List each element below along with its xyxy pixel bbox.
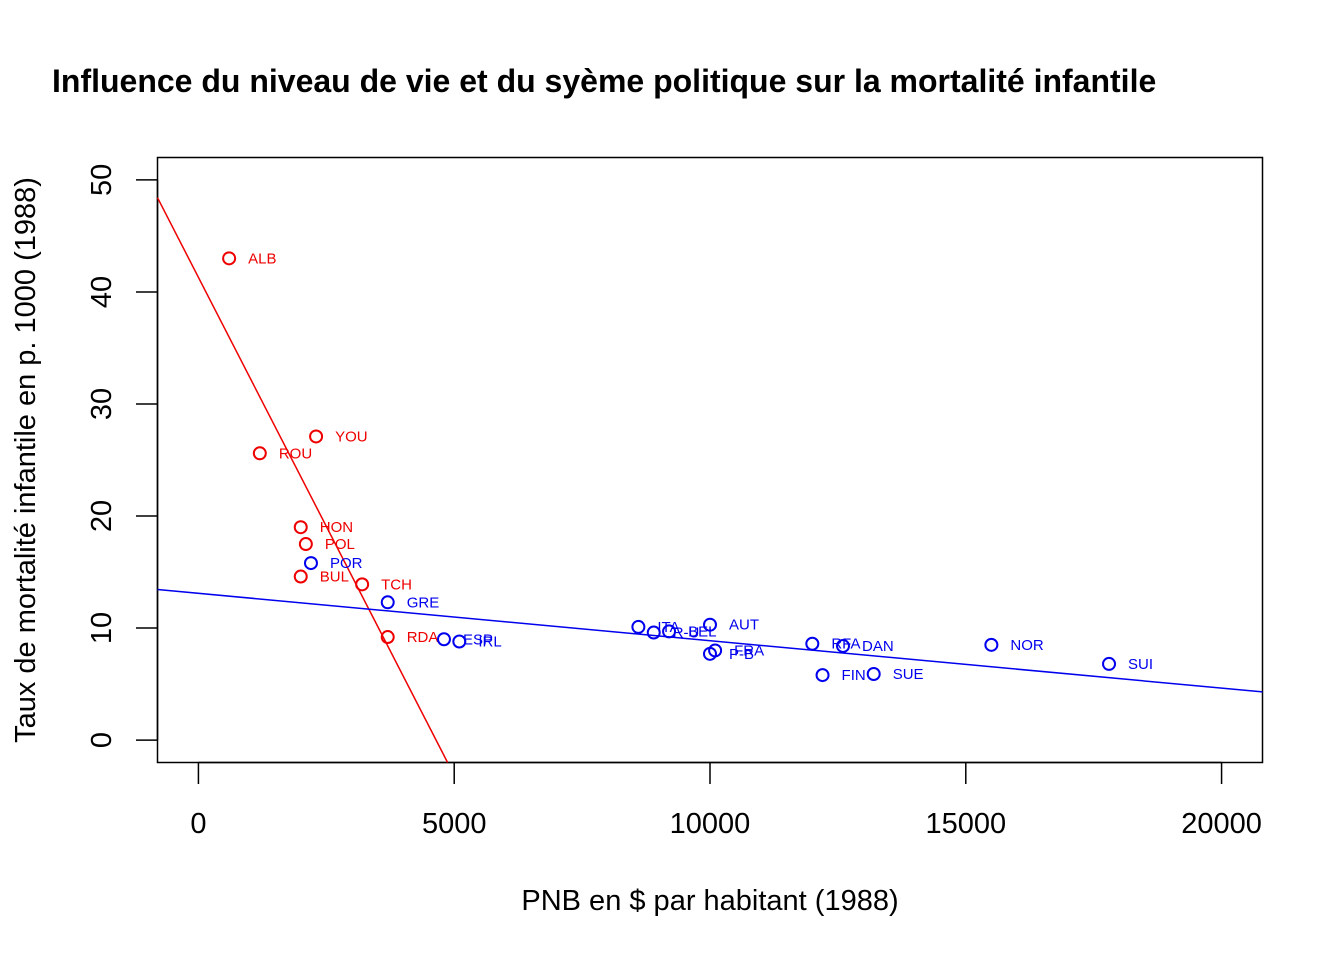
plot-frame: [156, 156, 1264, 764]
data-point: [252, 446, 267, 461]
axis-ticks: 0 5000 10000 15000 20000 0 10 20 30 40 50: [86, 164, 1262, 840]
point-label: FRA: [734, 642, 764, 659]
point-label: IRL: [478, 634, 501, 651]
data-point: [703, 646, 717, 661]
point-label: ESP: [463, 631, 493, 648]
point-label: RDA: [407, 629, 439, 646]
x-tick-label: 5000: [422, 808, 487, 840]
y-tick-label: 30: [86, 388, 118, 420]
point-label: POL: [325, 536, 355, 553]
chart-title: Influence du niveau de vie et du syème p…: [52, 63, 1156, 99]
data-point: [436, 632, 451, 647]
y-tick-label: 0: [86, 732, 118, 748]
regression-line-1: [156, 197, 449, 763]
y-tick-label: 50: [86, 164, 118, 196]
data-point: [662, 624, 677, 639]
point-label: FIN: [842, 667, 866, 684]
data-point: [293, 569, 308, 584]
y-tick-label: 20: [86, 500, 118, 532]
point-label: SUE: [893, 666, 924, 683]
point-label: BUL: [320, 569, 349, 586]
data-point: [309, 429, 324, 444]
point-label: AUT: [729, 617, 759, 634]
data-point: [298, 537, 313, 552]
point-label: BEL: [688, 623, 716, 640]
point-label: TCH: [381, 576, 412, 593]
data-point: [984, 637, 999, 652]
point-label: P-B: [729, 646, 754, 663]
x-tick-label: 15000: [925, 808, 1006, 840]
x-tick-label: 10000: [670, 808, 751, 840]
point-label: POR: [330, 555, 363, 572]
data-point: [222, 251, 237, 266]
data-point: [805, 636, 820, 651]
x-tick-label: 20000: [1181, 808, 1262, 840]
x-axis-label: PNB en $ par habitant (1988): [521, 885, 898, 917]
y-axis-label: Taux de mortalité infantile en p. 1000 (…: [10, 177, 42, 743]
point-label: SUI: [1128, 656, 1153, 673]
regression-line-2: [157, 588, 1263, 693]
point-label: HON: [320, 519, 353, 536]
data-point: [303, 556, 318, 571]
data-point: [1102, 656, 1117, 671]
point-label: R-U: [673, 625, 700, 642]
data-point: [866, 666, 881, 681]
point-label: NOR: [1010, 637, 1044, 654]
data-point: [836, 638, 851, 653]
data-point: [452, 634, 467, 649]
point-label: GRE: [407, 594, 440, 611]
data-point: [380, 595, 395, 610]
data-point: [703, 617, 717, 632]
data-point: [631, 619, 646, 634]
point-label: DAN: [862, 638, 894, 655]
point-label: ALB: [248, 250, 276, 267]
x-tick-label: 0: [190, 808, 206, 840]
y-tick-label: 40: [86, 276, 118, 308]
regression-lines: [156, 197, 1263, 763]
data-point: [293, 520, 308, 535]
data-point: [815, 668, 830, 683]
data-point: [380, 630, 395, 645]
point-label: YOU: [335, 428, 368, 445]
y-tick-label: 10: [86, 612, 118, 644]
data-point: [355, 577, 370, 592]
data-point: [646, 625, 661, 640]
point-label: ROU: [279, 445, 312, 462]
